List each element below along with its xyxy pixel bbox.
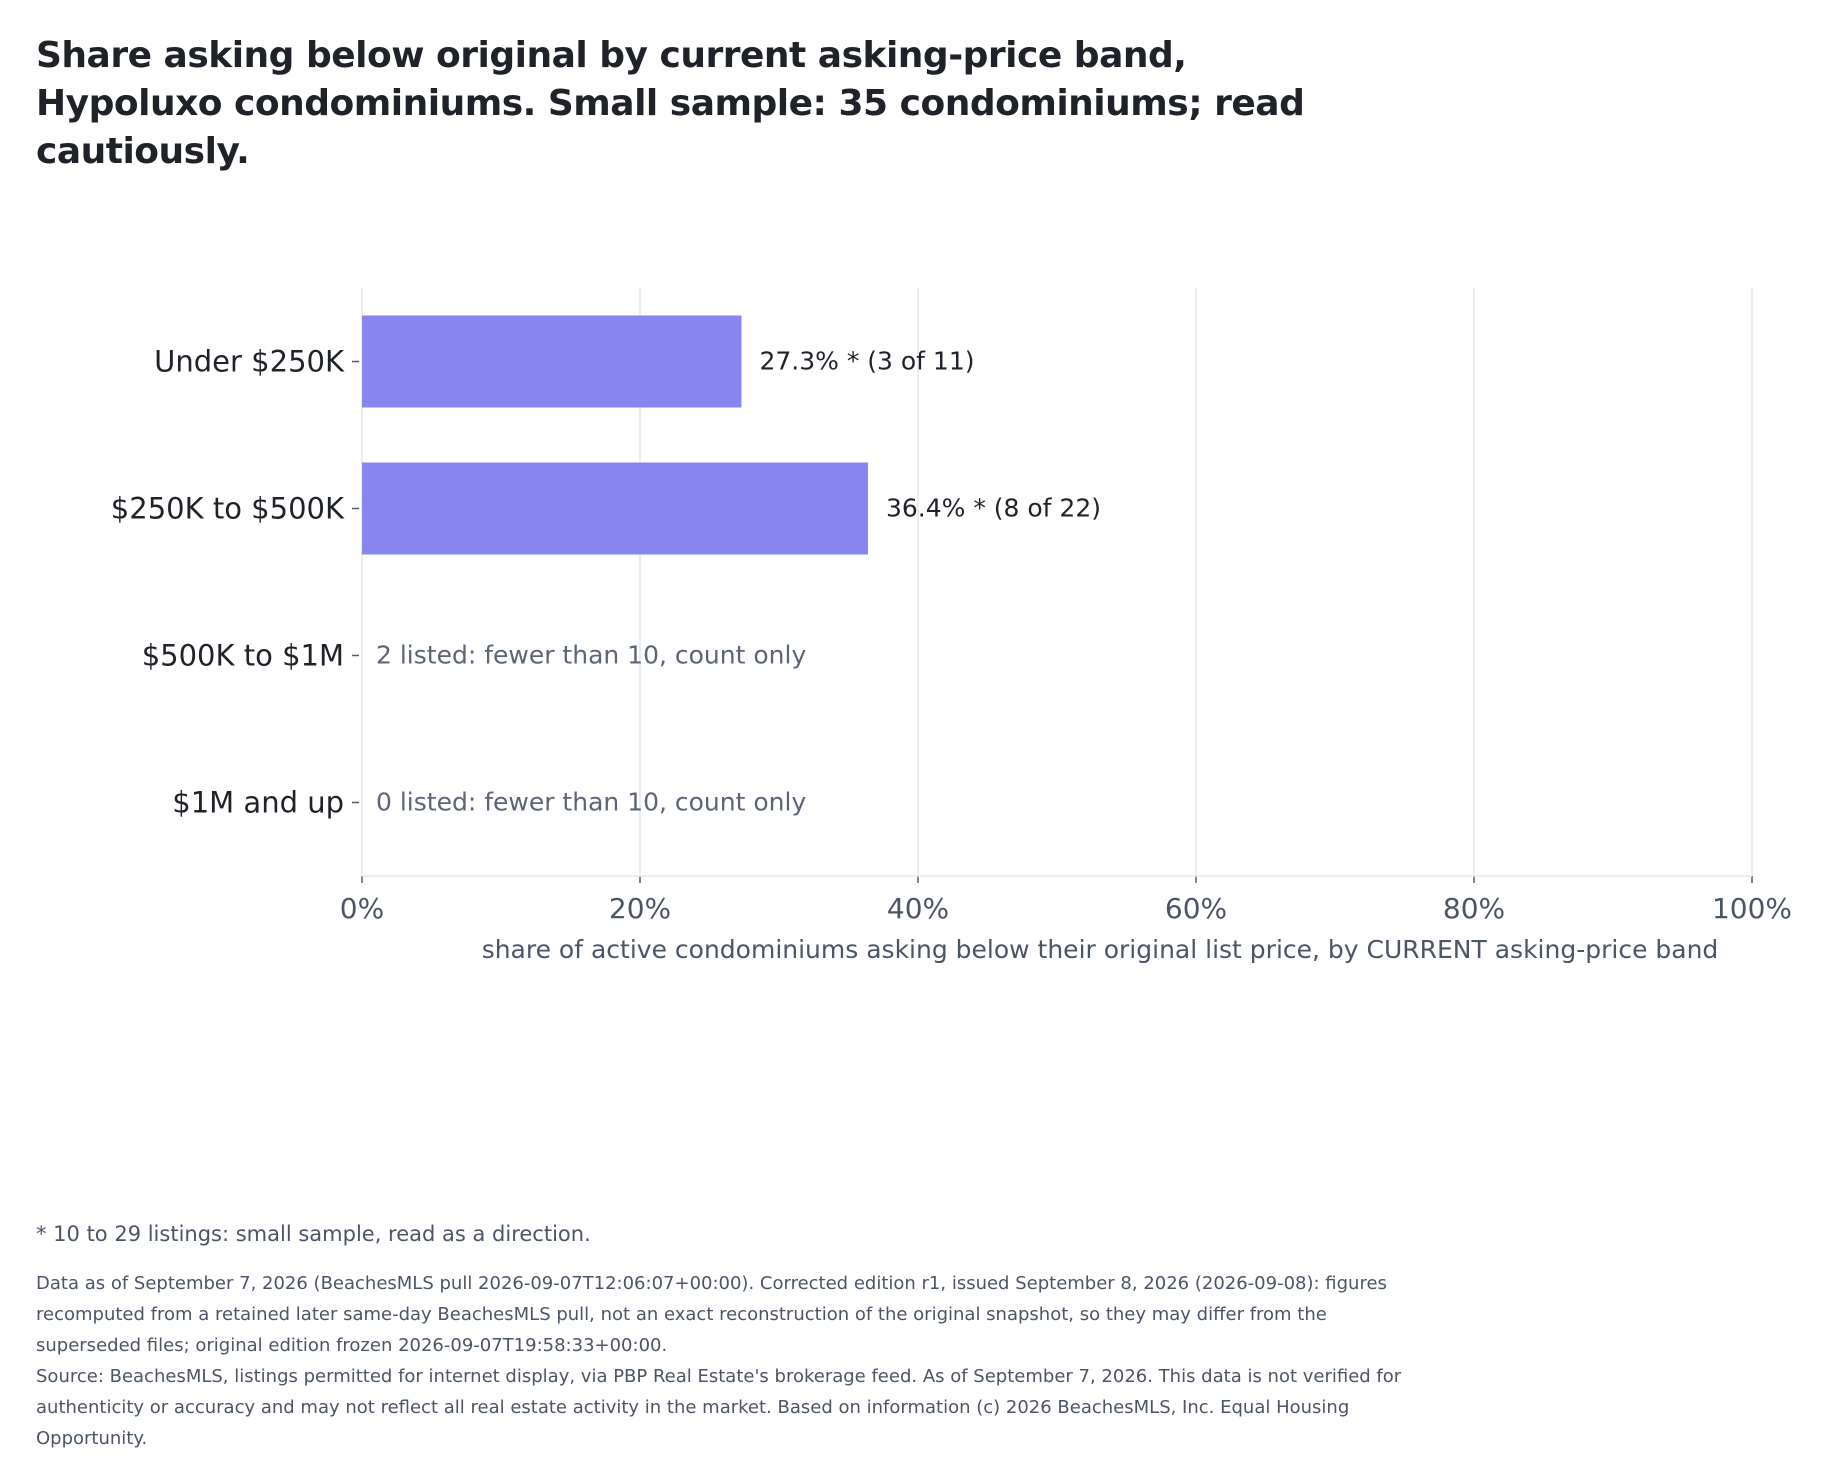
data-label: 2 listed: fewer than 10, count only: [376, 641, 806, 670]
bar: [362, 462, 868, 555]
category-label: $250K to $500K: [111, 492, 345, 526]
bars: [362, 315, 868, 555]
source-notes: Data as of September 7, 2026 (BeachesMLS…: [36, 1268, 1406, 1454]
data-label: 0 listed: fewer than 10, count only: [376, 788, 806, 817]
data-label: 27.3% * (3 of 11): [759, 347, 974, 376]
x-tick-label: 0%: [340, 892, 384, 925]
category-label: $500K to $1M: [142, 639, 344, 673]
bar-chart: 0% 20% 40% 60% 80% 100% Under $250K $250K to $5…: [111, 288, 1792, 964]
footnote: * 10 to 29 listings: small sample, read …: [36, 1222, 591, 1246]
x-tick-label: 80%: [1443, 892, 1505, 925]
data-label: 36.4% * (8 of 22): [886, 494, 1101, 523]
bar: [362, 315, 742, 408]
x-tick-label: 40%: [887, 892, 949, 925]
data-labels: 27.3% * (3 of 11) 36.4% * (8 of 22) 2 list…: [376, 347, 1101, 817]
category-label: Under $250K: [154, 345, 345, 379]
x-tick-label: 20%: [609, 892, 671, 925]
x-tick-label: 100%: [1712, 892, 1792, 925]
gridlines: [639, 288, 1753, 876]
data-edition-note: Data as of September 7, 2026 (BeachesMLS…: [36, 1273, 1387, 1356]
category-label: $1M and up: [172, 786, 344, 820]
axes: 0% 20% 40% 60% 80% 100% Under $250K $250K to $5…: [111, 288, 1792, 925]
chart-title: Share asking below original by current a…: [36, 35, 1305, 172]
x-axis-title: share of active condominiums asking belo…: [482, 935, 1719, 964]
x-tick-label: 60%: [1165, 892, 1227, 925]
source-note: Source: BeachesMLS, listings permitted f…: [36, 1366, 1402, 1449]
